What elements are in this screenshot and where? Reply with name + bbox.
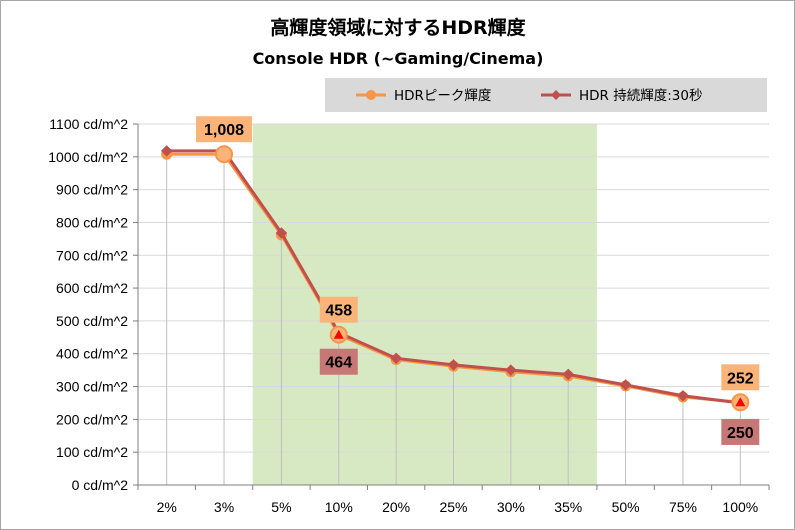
- data-label: 250: [727, 425, 754, 442]
- data-label: 252: [727, 370, 754, 387]
- data-label: 1,008: [204, 122, 244, 139]
- data-label-box: [196, 116, 253, 143]
- series-point: [677, 390, 689, 402]
- series-point: [562, 368, 574, 381]
- x-tick-label: 25%: [439, 499, 467, 515]
- data-label-box: [721, 364, 760, 391]
- y-tick-label: 900 cd/m^2: [56, 182, 128, 198]
- series-point: [390, 352, 402, 365]
- chart-subtitle: Console HDR (~Gaming/Cinema): [253, 49, 544, 68]
- data-label: 458: [325, 303, 352, 320]
- data-label-box: [319, 348, 358, 375]
- y-tick-label: 300 cd/m^2: [56, 379, 128, 395]
- highlight-marker: [215, 145, 234, 164]
- y-tick-label: 0 cd/m^2: [72, 477, 129, 493]
- x-tick-label: 20%: [382, 499, 410, 515]
- data-label-box: [319, 296, 358, 323]
- y-tick-label: 1000 cd/m^2: [48, 149, 128, 165]
- series-point: [447, 359, 460, 371]
- x-tick-label: 50%: [612, 499, 640, 515]
- highlight-triangle: [735, 397, 746, 407]
- y-tick-label: 100 cd/m^2: [56, 444, 128, 460]
- y-tick-label: 800 cd/m^2: [56, 214, 128, 230]
- y-tick-label: 200 cd/m^2: [56, 411, 128, 427]
- y-tick-label: 1100 cd/m^2: [49, 116, 128, 132]
- series-point: [505, 364, 517, 376]
- x-tick-label: 10%: [325, 499, 353, 515]
- series-point: [275, 227, 288, 239]
- y-tick-label: 400 cd/m^2: [56, 346, 128, 362]
- highlight-band: [252, 124, 597, 485]
- data-label: 464: [325, 355, 352, 372]
- y-tick-label: 600 cd/m^2: [56, 280, 128, 296]
- data-label-box: [721, 418, 760, 445]
- legend-marker: [366, 90, 376, 100]
- x-tick-label: 2%: [157, 499, 177, 515]
- x-tick-label: 30%: [497, 499, 525, 515]
- legend-label: HDRピーク輝度: [394, 88, 491, 104]
- legend-marker: [551, 90, 561, 100]
- series-point: [160, 145, 173, 157]
- x-tick-label: 35%: [554, 499, 582, 515]
- x-tick-label: 75%: [669, 499, 697, 515]
- x-tick-label: 3%: [214, 499, 234, 515]
- highlight-triangle: [333, 329, 344, 339]
- x-tick-label: 5%: [271, 499, 291, 515]
- y-tick-label: 500 cd/m^2: [56, 313, 128, 329]
- legend-label: HDR 持続輝度:30秒: [579, 88, 702, 104]
- series-point: [619, 379, 632, 391]
- chart-title: 高輝度領域に対するHDR輝度: [270, 16, 526, 39]
- x-tick-label: 100%: [722, 499, 758, 515]
- y-tick-label: 700 cd/m^2: [56, 247, 128, 263]
